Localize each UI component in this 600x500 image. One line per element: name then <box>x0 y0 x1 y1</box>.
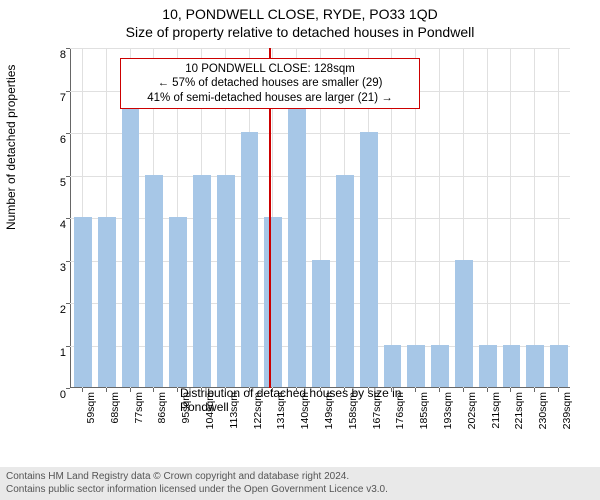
bar <box>264 217 282 387</box>
xtick-mark <box>487 388 488 392</box>
y-axis-label: Number of detached properties <box>4 65 18 230</box>
page-title-line2: Size of property relative to detached ho… <box>0 22 600 40</box>
gridline-v <box>558 48 559 388</box>
xtick-label: 149sqm <box>323 392 335 442</box>
xtick-label: 230sqm <box>537 392 549 442</box>
xtick-mark <box>415 388 416 392</box>
gridline-v <box>439 48 440 388</box>
bar <box>241 132 259 387</box>
xtick-mark <box>344 388 345 392</box>
footer-line1: Contains HM Land Registry data © Crown c… <box>6 471 594 484</box>
ytick-mark <box>66 261 70 262</box>
ytick-mark <box>66 303 70 304</box>
ytick-label: 7 <box>60 92 66 104</box>
xtick-label: 167sqm <box>371 392 383 442</box>
xtick-label: 221sqm <box>513 392 525 442</box>
xtick-mark <box>177 388 178 392</box>
xtick-label: 86sqm <box>156 392 168 442</box>
xtick-label: 176sqm <box>394 392 406 442</box>
bar <box>407 345 425 388</box>
ytick-mark <box>66 388 70 389</box>
xtick-mark <box>153 388 154 392</box>
xtick-label: 77sqm <box>133 392 145 442</box>
xtick-mark <box>130 388 131 392</box>
ytick-label: 3 <box>60 262 66 274</box>
xtick-label: 68sqm <box>109 392 121 442</box>
ytick-mark <box>66 91 70 92</box>
xtick-mark <box>201 388 202 392</box>
xtick-label: 193sqm <box>442 392 454 442</box>
xtick-mark <box>296 388 297 392</box>
xtick-mark <box>391 388 392 392</box>
xtick-label: 59sqm <box>85 392 97 442</box>
bar <box>550 345 568 388</box>
ytick-mark <box>66 218 70 219</box>
bar <box>360 132 378 387</box>
xtick-label: 113sqm <box>228 392 240 442</box>
bar <box>503 345 521 388</box>
footer-line2: Contains public sector information licen… <box>6 484 594 497</box>
xtick-label: 158sqm <box>347 392 359 442</box>
annotation-box: 10 PONDWELL CLOSE: 128sqm← 57% of detach… <box>120 58 420 109</box>
bar <box>336 175 354 388</box>
xtick-mark <box>463 388 464 392</box>
xtick-mark <box>534 388 535 392</box>
xtick-mark <box>510 388 511 392</box>
xtick-label: 211sqm <box>490 392 502 442</box>
xtick-mark <box>225 388 226 392</box>
footer: Contains HM Land Registry data © Crown c… <box>0 467 600 500</box>
ytick-label: 2 <box>60 304 66 316</box>
xtick-mark <box>368 388 369 392</box>
xtick-mark <box>320 388 321 392</box>
ytick-mark <box>66 48 70 49</box>
annotation-line3: 41% of semi-detached houses are larger (… <box>127 91 413 105</box>
ytick-label: 8 <box>60 49 66 61</box>
xtick-mark <box>272 388 273 392</box>
bar <box>98 217 116 387</box>
bar <box>122 90 140 388</box>
xtick-mark <box>106 388 107 392</box>
bar <box>74 217 92 387</box>
bar <box>169 217 187 387</box>
xtick-label: 95sqm <box>180 392 192 442</box>
bar <box>455 260 473 388</box>
xtick-label: 122sqm <box>252 392 264 442</box>
bar <box>479 345 497 388</box>
gridline-v <box>487 48 488 388</box>
bar <box>526 345 544 388</box>
bar <box>384 345 402 388</box>
annotation-line1: 10 PONDWELL CLOSE: 128sqm <box>127 62 413 76</box>
bar <box>217 175 235 388</box>
xtick-mark <box>82 388 83 392</box>
ytick-label: 0 <box>60 389 66 401</box>
ytick-label: 6 <box>60 134 66 146</box>
bar <box>312 260 330 388</box>
ytick-label: 4 <box>60 219 66 231</box>
ytick-label: 1 <box>60 347 66 359</box>
xtick-label: 104sqm <box>204 392 216 442</box>
page-title-line1: 10, PONDWELL CLOSE, RYDE, PO33 1QD <box>0 0 600 22</box>
ytick-mark <box>66 133 70 134</box>
bar <box>145 175 163 388</box>
gridline-v <box>534 48 535 388</box>
xtick-label: 140sqm <box>299 392 311 442</box>
xtick-label: 131sqm <box>275 392 287 442</box>
chart-container: Distribution of detached houses by size … <box>50 48 570 418</box>
xtick-label: 185sqm <box>418 392 430 442</box>
bar <box>288 90 306 388</box>
xtick-mark <box>249 388 250 392</box>
xtick-mark <box>439 388 440 392</box>
bar <box>193 175 211 388</box>
annotation-line2: ← 57% of detached houses are smaller (29… <box>127 76 413 90</box>
gridline-v <box>510 48 511 388</box>
ytick-label: 5 <box>60 177 66 189</box>
bar <box>431 345 449 388</box>
xtick-mark <box>558 388 559 392</box>
ytick-mark <box>66 346 70 347</box>
xtick-label: 202sqm <box>466 392 478 442</box>
xtick-label: 239sqm <box>561 392 573 442</box>
ytick-mark <box>66 176 70 177</box>
